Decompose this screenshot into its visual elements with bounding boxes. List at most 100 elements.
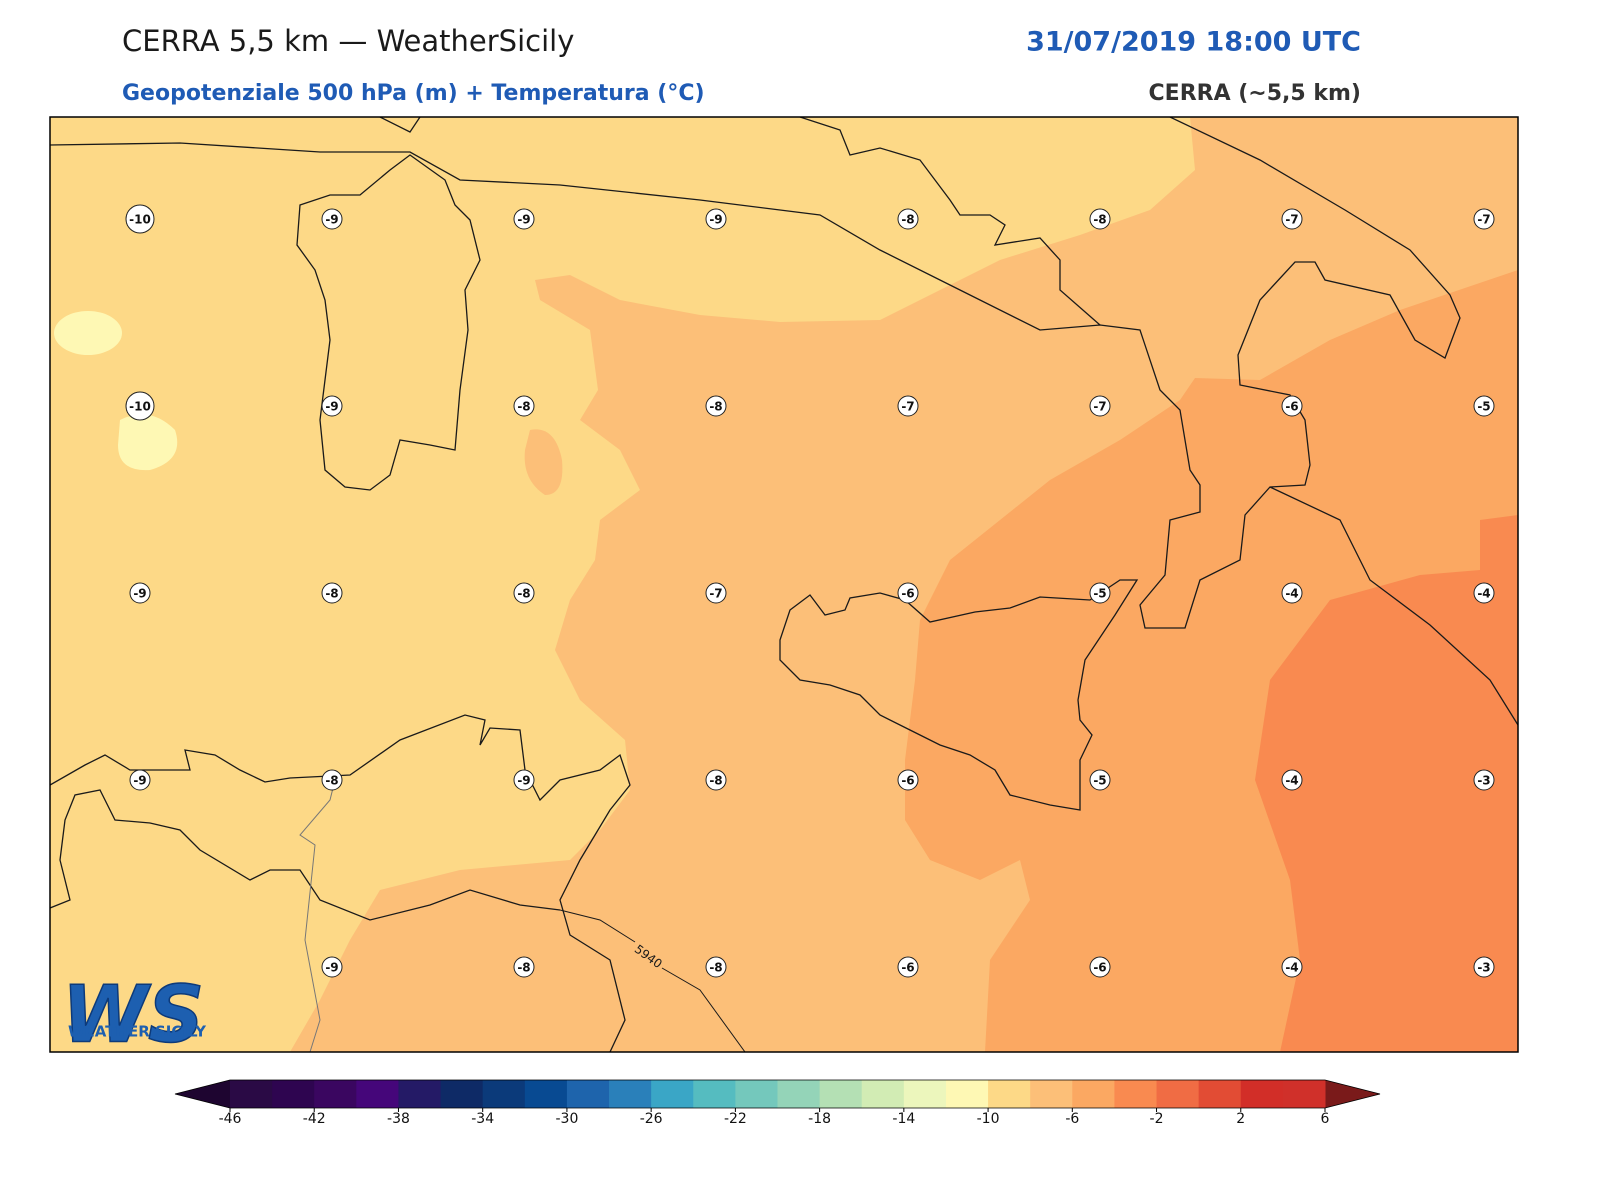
station-value: -10 (129, 400, 151, 414)
colorbar-tick-label: -22 (724, 1111, 747, 1127)
station-marker (1473, 395, 1495, 417)
station-value: -8 (517, 400, 530, 414)
coastline (799, 117, 1101, 326)
station-value: -6 (901, 961, 914, 975)
station-value: -6 (1285, 400, 1298, 414)
station-marker (1089, 956, 1111, 978)
colorbar-band (482, 1080, 526, 1108)
field (118, 414, 178, 471)
station-value: -8 (325, 587, 338, 601)
station-marker (705, 395, 727, 417)
station-marker (897, 769, 919, 791)
colorbar-extend (175, 1080, 230, 1108)
station-marker (513, 769, 535, 791)
station-marker (129, 769, 151, 791)
station-marker (1473, 769, 1495, 791)
colorbar-tick-label: -26 (640, 1111, 663, 1127)
station-marker (1473, 956, 1495, 978)
station-value: -5 (1093, 587, 1106, 601)
station-marker (705, 956, 727, 978)
station-value: -9 (133, 587, 146, 601)
station-value: -5 (1093, 774, 1106, 788)
station-value: -9 (709, 213, 722, 227)
colorbar-tick-label: -46 (219, 1111, 242, 1127)
logo-text: WEATHER SICILY (68, 1023, 207, 1041)
colorbar-tick-label: -38 (387, 1111, 410, 1127)
coastline (50, 789, 561, 921)
station-marker (1089, 208, 1111, 230)
station-marker (897, 395, 919, 417)
station-marker (125, 391, 155, 421)
colorbar-band (356, 1080, 399, 1108)
map: 5940 -10 -9 -9 -9 -8 -8 -7 -7-10 -9 -8 -8 -7 -7 -6 -5-… (50, 117, 1518, 1060)
station-value: -8 (709, 961, 722, 975)
colorbar-band (651, 1080, 694, 1108)
logo-mark: WS (62, 970, 204, 1060)
station-value: -8 (325, 774, 338, 788)
station-value: -4 (1285, 774, 1298, 788)
coastline (50, 117, 1461, 629)
station-marker (321, 582, 343, 604)
colorbar-tick-label: -42 (303, 1111, 326, 1127)
station-value: -7 (709, 587, 722, 601)
station-marker (1281, 395, 1303, 417)
station-value: -7 (1093, 400, 1106, 414)
station-marker (1089, 769, 1111, 791)
coastline (1269, 486, 1518, 726)
colorbar-band (988, 1080, 1031, 1108)
colorbar-band (903, 1080, 947, 1108)
station-value: -7 (901, 400, 914, 414)
station-value: -6 (901, 587, 914, 601)
station-marker (321, 956, 343, 978)
colorbar-band (945, 1080, 989, 1108)
station-marker (125, 204, 155, 234)
subtitle: Geopotenziale 500 hPa (m) + Temperatura … (122, 81, 705, 106)
colorbar-tick-label: -30 (555, 1111, 578, 1127)
colorbar-band (693, 1080, 736, 1108)
datetime: 31/07/2019 18:00 UTC (1026, 27, 1361, 58)
station-value: -6 (1093, 961, 1106, 975)
station-value: -3 (1477, 774, 1490, 788)
colorbar-band (398, 1080, 442, 1108)
station-value: -5 (1477, 400, 1490, 414)
station-value: -6 (901, 774, 914, 788)
field (1255, 515, 1518, 1052)
station-marker (705, 769, 727, 791)
station-value: -3 (1477, 961, 1490, 975)
model-label: CERRA (~5,5 km) (1149, 81, 1361, 106)
coastline (779, 579, 1139, 811)
station-value: -9 (517, 213, 530, 227)
station-marker (1281, 582, 1303, 604)
station-value: -7 (1477, 213, 1490, 227)
station-marker (513, 395, 535, 417)
station-marker (513, 956, 535, 978)
station-marker (897, 582, 919, 604)
field (54, 311, 122, 355)
colorbar-band (819, 1080, 863, 1108)
station-layer: -10 -9 -9 -9 -8 -8 -7 -7 -10 -9 -8 -8 -7 -7 -6 -5 -9 -8 -8… (125, 204, 1495, 978)
station-marker (321, 208, 343, 230)
colorbar-band (272, 1080, 315, 1108)
coastline (379, 117, 421, 133)
colorbar-tick-label: -10 (977, 1111, 1000, 1127)
colorbar-band (1240, 1080, 1284, 1108)
station-value: -8 (517, 961, 530, 975)
colorbar-tick-label: 2 (1236, 1111, 1245, 1127)
border (299, 779, 336, 1052)
colorbar-band (1114, 1080, 1158, 1108)
colorbar-band (861, 1080, 905, 1108)
station-marker (1473, 208, 1495, 230)
colorbar-band (777, 1080, 821, 1108)
station-marker (129, 582, 151, 604)
map-frame (49, 116, 1519, 1053)
colorbar-tick-label: -18 (808, 1111, 831, 1127)
station-value: -9 (517, 774, 530, 788)
colorbar-band (1198, 1080, 1242, 1108)
station-marker (321, 769, 343, 791)
station-marker (705, 208, 727, 230)
colorbar-band (609, 1080, 652, 1108)
station-marker (705, 582, 727, 604)
station-value: -8 (709, 774, 722, 788)
colorbar-band (735, 1080, 778, 1108)
station-marker (1281, 769, 1303, 791)
